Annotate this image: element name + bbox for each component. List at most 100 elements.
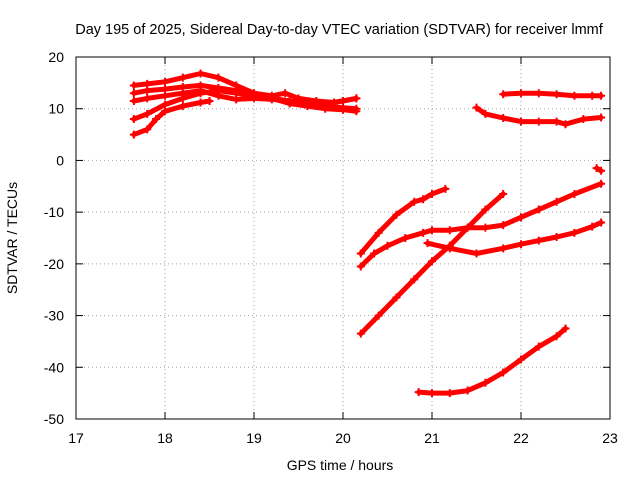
data-point: [534, 342, 543, 351]
data-point: [552, 232, 561, 241]
x-tick-label: 19: [246, 430, 262, 446]
data-point: [250, 91, 258, 100]
series-line: [425, 220, 604, 256]
data-series: [129, 86, 361, 124]
y-tick-label: -40: [44, 359, 64, 375]
data-point: [481, 378, 490, 387]
chart-title: Day 195 of 2025, Sidereal Day-to-day VTE…: [75, 22, 604, 38]
data-point: [321, 102, 330, 111]
data-point: [552, 90, 561, 99]
data-series-group: [129, 69, 606, 398]
data-point: [129, 96, 138, 105]
data-point: [517, 355, 525, 364]
x-tick-label: 20: [335, 430, 351, 446]
data-point: [597, 179, 606, 188]
data-point: [597, 166, 606, 175]
data-point: [445, 389, 454, 398]
data-point: [588, 91, 597, 100]
data-point: [499, 114, 508, 123]
data-point: [161, 100, 169, 109]
data-point: [178, 73, 187, 82]
data-point: [414, 388, 423, 397]
data-point: [129, 130, 138, 139]
data-point: [129, 115, 138, 124]
data-point: [143, 86, 152, 95]
data-point: [534, 117, 543, 126]
data-point: [517, 240, 525, 249]
data-point: [570, 91, 579, 100]
data-point: [592, 164, 601, 173]
data-series: [592, 164, 606, 175]
data-point: [356, 262, 365, 271]
y-tick-label: 10: [48, 101, 64, 117]
data-point: [374, 228, 383, 237]
data-series: [129, 96, 214, 139]
grid-lines: [76, 57, 610, 419]
data-point: [161, 91, 169, 100]
data-point: [143, 109, 152, 118]
y-tick-label: -20: [44, 256, 64, 272]
data-point: [410, 197, 419, 206]
data-point: [374, 311, 383, 320]
data-point: [472, 103, 481, 112]
x-tick-label: 18: [157, 430, 173, 446]
data-point: [356, 329, 365, 338]
data-point: [419, 228, 428, 237]
y-axis-ticks: 20 10 0 -10 -20 -30 -40 -50: [44, 49, 610, 427]
data-point: [410, 275, 419, 284]
data-point: [178, 94, 187, 103]
data-series: [423, 218, 606, 258]
data-point: [534, 236, 543, 245]
x-tick-label: 21: [424, 430, 440, 446]
data-point: [352, 94, 361, 103]
data-point: [339, 96, 347, 105]
data-point: [499, 368, 508, 377]
data-point: [445, 244, 454, 253]
data-point: [597, 91, 606, 100]
data-point: [552, 332, 561, 341]
data-point: [597, 113, 606, 122]
y-tick-label: 0: [56, 152, 64, 168]
data-point: [281, 89, 290, 98]
data-point: [143, 94, 152, 103]
data-point: [303, 99, 312, 108]
y-tick-label: -30: [44, 308, 64, 324]
data-point: [481, 205, 490, 214]
data-point: [196, 98, 205, 107]
data-point: [383, 241, 392, 250]
data-series: [472, 103, 606, 129]
data-point: [428, 190, 436, 199]
x-tick-label: 23: [602, 430, 618, 446]
data-point: [428, 389, 436, 398]
data-point: [428, 226, 436, 235]
data-point: [463, 223, 472, 232]
data-point: [561, 324, 570, 333]
data-point: [517, 213, 525, 222]
data-point: [561, 120, 570, 129]
data-point: [499, 190, 508, 199]
data-point: [552, 117, 561, 126]
data-point: [214, 86, 223, 95]
data-point: [196, 89, 205, 98]
data-point: [570, 228, 579, 237]
data-point: [152, 115, 161, 124]
data-point: [441, 184, 450, 193]
data-point: [356, 249, 365, 258]
y-tick-label: -10: [44, 204, 64, 220]
data-point: [419, 195, 428, 204]
series-line: [416, 326, 568, 396]
data-point: [178, 102, 187, 111]
data-point: [129, 89, 138, 98]
data-point: [339, 103, 347, 112]
data-point: [129, 81, 138, 90]
y-tick-label: -50: [44, 411, 64, 427]
data-point: [267, 94, 276, 103]
data-series: [356, 179, 606, 271]
data-point: [517, 117, 525, 126]
data-point: [588, 222, 597, 231]
x-tick-label: 17: [68, 430, 84, 446]
data-point: [481, 223, 490, 232]
data-point: [481, 109, 490, 118]
data-point: [143, 79, 152, 88]
data-point: [463, 386, 472, 395]
